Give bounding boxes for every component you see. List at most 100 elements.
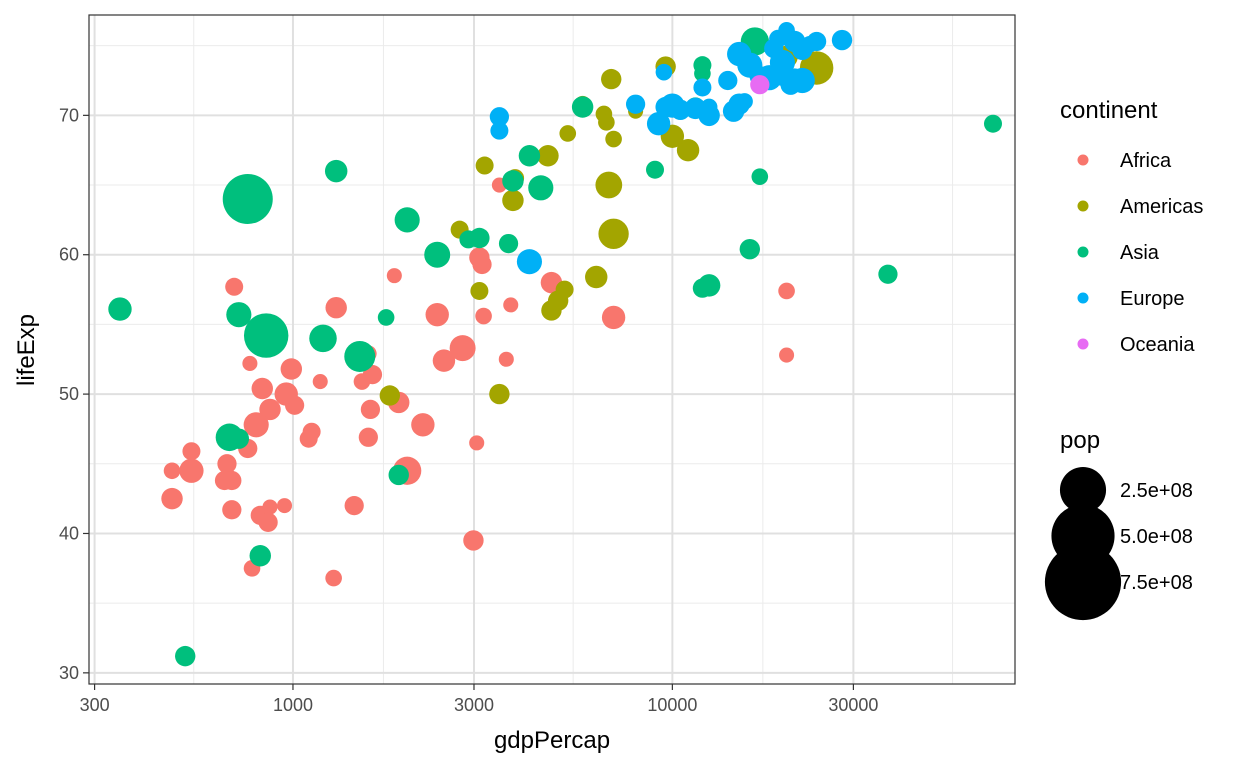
legend-key-africa <box>1077 154 1089 166</box>
point-europe <box>625 94 646 114</box>
point-asia <box>226 302 252 328</box>
point-americas <box>475 156 494 175</box>
point-asia <box>751 168 769 185</box>
point-asia <box>243 313 289 358</box>
point-africa <box>475 307 492 325</box>
point-africa <box>299 429 318 448</box>
point-africa <box>503 297 519 313</box>
point-asia <box>983 114 1002 133</box>
point-africa <box>242 355 258 371</box>
point-americas <box>598 114 615 131</box>
point-africa <box>161 487 183 510</box>
y-tick-label: 70 <box>59 105 79 125</box>
legend-key-oceania <box>1077 338 1089 350</box>
point-asia <box>309 324 337 353</box>
point-africa <box>284 395 305 415</box>
point-europe <box>789 67 815 94</box>
point-africa <box>344 495 364 516</box>
y-tick-label: 30 <box>59 663 79 683</box>
point-americas <box>601 68 622 90</box>
legend-key-asia <box>1077 246 1089 258</box>
legend-label-europe: Europe <box>1120 288 1185 310</box>
point-europe <box>655 63 673 81</box>
point-asia <box>739 238 761 260</box>
point-africa <box>353 373 371 390</box>
point-europe <box>698 104 720 127</box>
point-africa <box>386 268 402 284</box>
x-tick-label: 1000 <box>273 695 313 715</box>
point-asia <box>324 159 348 183</box>
legend-label-asia: Asia <box>1120 242 1160 264</box>
point-asia <box>459 230 478 249</box>
point-asia <box>108 297 132 321</box>
point-americas <box>585 265 608 289</box>
point-africa <box>472 254 492 275</box>
grid-major-lines <box>89 15 1015 684</box>
point-africa <box>251 377 273 400</box>
point-africa <box>258 512 278 532</box>
point-asia <box>498 233 519 254</box>
point-africa <box>214 470 235 491</box>
point-europe <box>693 78 712 97</box>
x-tick-label: 10000 <box>647 695 697 715</box>
point-europe <box>737 52 763 78</box>
point-americas <box>676 138 700 162</box>
point-africa <box>222 500 242 520</box>
point-americas <box>489 383 510 405</box>
y-tick-label: 60 <box>59 245 79 265</box>
y-axis-title: lifeExp <box>13 314 40 386</box>
continent-legend: continent Africa Americas Asia Europe Oceani… <box>1060 97 1203 356</box>
y-tick-label: 40 <box>59 523 79 543</box>
point-americas <box>502 189 524 212</box>
point-africa <box>312 374 328 390</box>
point-africa <box>182 442 201 461</box>
point-africa <box>325 296 347 319</box>
legend-label-americas: Americas <box>1120 196 1203 218</box>
point-asia <box>528 175 554 201</box>
point-americas <box>470 281 489 300</box>
plot-panel <box>89 15 1015 684</box>
point-africa <box>179 458 204 483</box>
point-africa <box>276 498 293 514</box>
legend-size-key <box>1059 466 1107 514</box>
legend-size-label: 5.0e+08 <box>1120 526 1193 548</box>
point-africa <box>225 277 244 296</box>
pop-legend: pop 2.5e+08 5.0e+08 7.5e+08 <box>1044 427 1193 621</box>
point-asia <box>388 464 409 486</box>
point-asia <box>571 96 594 118</box>
point-americas <box>595 171 623 199</box>
point-africa <box>463 530 484 551</box>
point-asia <box>222 173 273 224</box>
point-americas <box>605 130 622 148</box>
x-axis: 300 1000 3000 10000 30000 <box>80 684 878 715</box>
point-africa <box>778 282 795 300</box>
point-asia <box>694 65 711 82</box>
point-asia <box>377 309 395 326</box>
point-africa <box>432 349 456 372</box>
point-asia <box>228 428 250 449</box>
point-africa <box>262 499 278 515</box>
point-asia <box>394 207 420 233</box>
continent-legend-title: continent <box>1060 97 1158 124</box>
x-axis-title: gdpPercap <box>494 727 610 754</box>
legend-key-europe <box>1077 292 1089 304</box>
point-africa <box>217 454 237 474</box>
point-americas <box>555 280 574 299</box>
y-tick-label: 50 <box>59 384 79 404</box>
point-africa <box>449 335 476 362</box>
point-asia <box>175 645 196 667</box>
point-africa <box>243 412 269 438</box>
point-asia <box>424 241 451 268</box>
point-europe <box>490 121 509 140</box>
legend-label-africa: Africa <box>1120 150 1172 172</box>
point-asia <box>344 340 376 372</box>
point-europe <box>516 249 542 275</box>
point-africa <box>259 398 281 421</box>
point-africa <box>280 358 303 380</box>
x-tick-label: 300 <box>80 695 110 715</box>
legend-size-label: 7.5e+08 <box>1120 572 1193 594</box>
point-africa <box>779 347 795 363</box>
point-americas <box>379 385 401 406</box>
point-africa <box>425 302 449 327</box>
legend-size-key <box>1044 543 1122 621</box>
